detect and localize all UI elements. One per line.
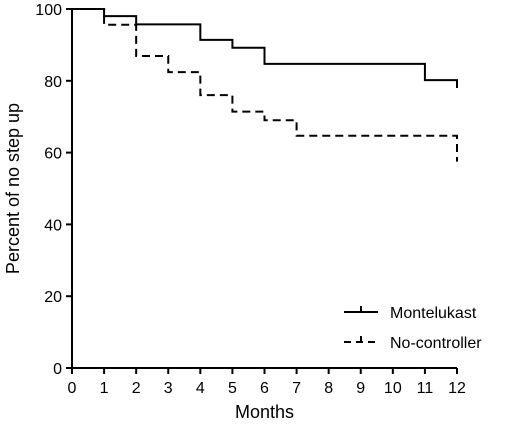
legend-label-montelukast: Montelukast [390, 305, 477, 322]
x-tick-label: 8 [324, 380, 333, 397]
y-tick-label: 0 [53, 361, 62, 378]
x-tick-label: 3 [164, 380, 173, 397]
y-tick-label: 80 [44, 74, 62, 91]
x-tick-label: 11 [417, 380, 434, 397]
x-tick-label: 4 [196, 380, 205, 397]
x-axis-title: Months [235, 402, 294, 422]
series-lines [72, 8, 458, 162]
x-tick-label: 7 [292, 380, 301, 397]
y-axis-title: Percent of no step up [3, 103, 23, 274]
y-tick-label: 60 [44, 146, 62, 163]
x-tick-label: 12 [448, 380, 466, 397]
y-tick-label: 40 [44, 217, 62, 234]
x-tick-label: 6 [260, 380, 269, 397]
x-tick-label: 0 [68, 380, 77, 397]
x-tick-label: 10 [384, 380, 402, 397]
no-controller-line [72, 8, 458, 162]
x-tick-label: 2 [132, 380, 141, 397]
x-tick-label: 5 [228, 380, 237, 397]
montelukast-line [72, 8, 458, 88]
legend: Montelukast No-controller [344, 305, 482, 352]
y-tick-label: 100 [35, 2, 62, 19]
x-tick-label: 1 [100, 380, 109, 397]
y-tick-label: 20 [44, 289, 62, 306]
x-tick-label: 9 [356, 380, 365, 397]
legend-label-no-controller: No-controller [390, 335, 482, 352]
